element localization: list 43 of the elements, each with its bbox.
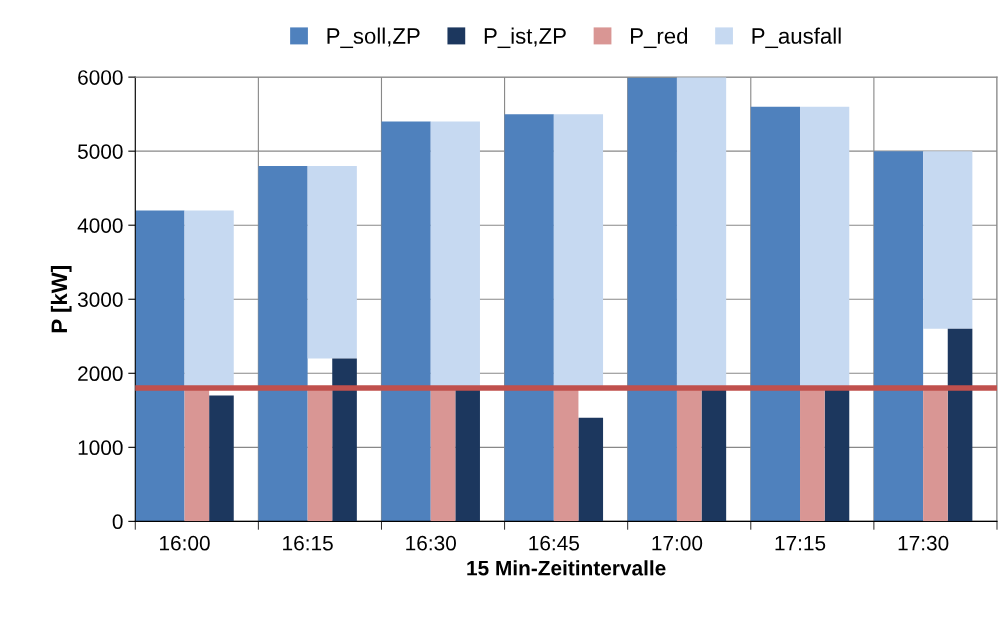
x-tick-label: 17:30 xyxy=(898,535,949,551)
y-tick-label: 2000 xyxy=(78,366,123,382)
x-tick-label: 17:00 xyxy=(652,535,703,551)
y-tick-label: 1000 xyxy=(78,440,123,456)
bar xyxy=(504,114,554,522)
bar xyxy=(455,388,480,522)
bar xyxy=(750,106,801,522)
legend-label: P_ausfall xyxy=(752,27,841,49)
bar xyxy=(332,358,357,522)
x-tick-label: 16:45 xyxy=(529,535,580,551)
bar xyxy=(430,388,456,522)
y-tick-label: 5000 xyxy=(77,144,123,159)
y-axis-title: P [kW] xyxy=(50,266,72,333)
x-tick-label: 16:00 xyxy=(160,535,210,551)
bar xyxy=(135,210,185,522)
x-axis-title: 15 Min-Zeitintervalle xyxy=(467,560,666,576)
legend-label: P_ist,ZP xyxy=(484,27,566,49)
bar xyxy=(676,388,702,522)
bar xyxy=(873,151,924,522)
bar xyxy=(923,388,948,522)
bar xyxy=(800,388,825,522)
y-tick-label: 0 xyxy=(112,514,123,530)
bar xyxy=(307,388,333,522)
legend-label: P_soll,ZP xyxy=(327,27,420,49)
bar xyxy=(553,388,579,522)
bar xyxy=(307,165,357,359)
bar xyxy=(578,417,604,522)
y-tick-label: 3000 xyxy=(77,292,123,307)
bar xyxy=(923,151,973,329)
bar xyxy=(824,388,850,522)
x-tick-label: 17:15 xyxy=(775,536,826,551)
bar xyxy=(627,77,677,522)
legend-label: P_red xyxy=(631,27,688,49)
bar xyxy=(258,165,308,522)
x-tick-label: 16:15 xyxy=(283,535,333,551)
bar xyxy=(209,395,234,522)
y-tick-label: 4000 xyxy=(77,218,123,233)
bar xyxy=(947,328,973,522)
y-tick-label: 6000 xyxy=(78,70,123,85)
x-tick-label: 16:30 xyxy=(406,535,456,551)
bar xyxy=(701,388,727,522)
bar xyxy=(381,121,431,522)
bar xyxy=(184,388,210,522)
